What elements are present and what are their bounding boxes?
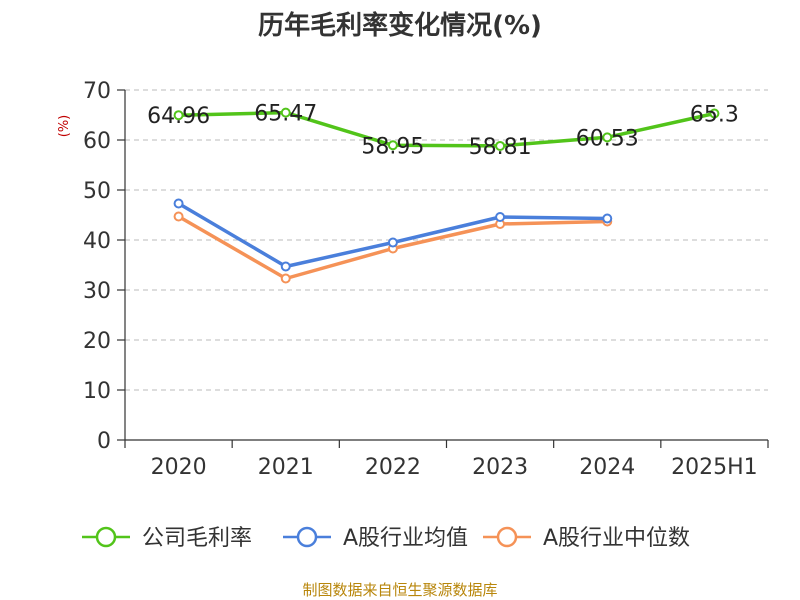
legend-marker-swatch [296,526,318,548]
series-0-point[interactable] [602,132,613,143]
legend-item-1[interactable]: A股行业均值 [283,526,468,551]
series-0-point[interactable] [495,140,506,151]
x-tick-label: 2022 [365,455,421,480]
series-0-point[interactable] [387,140,398,151]
legend-label: A股行业均值 [343,526,468,551]
grid-lines [125,89,768,391]
series-1-point[interactable] [280,261,291,272]
series-1-point[interactable] [602,213,613,224]
x-tick-label: 2020 [151,455,207,480]
legend[interactable]: 公司毛利率 A股行业均值 A股行业中位数 [82,526,690,551]
y-tick-label: 40 [83,229,111,254]
chart-title: 历年毛利率变化情况(%) [258,10,542,41]
series-0-point[interactable] [709,108,720,119]
y-tick-label: 10 [83,379,111,404]
data-label: 58.81 [469,135,532,160]
series-line-1 [176,201,610,269]
data-label: 60.53 [576,126,639,151]
legend-marker-swatch [95,526,117,548]
series-line-0 [176,110,717,148]
source-caption: 制图数据来自恒生聚源数据库 [302,581,497,599]
series-2-point[interactable] [173,211,184,222]
legend-item-0[interactable]: 公司毛利率 [82,526,252,551]
y-tick-label: 0 [97,429,111,454]
y-tick-label: 70 [83,79,111,104]
x-tick-label: 2021 [258,455,314,480]
axes: 0 10 20 30 40 50 60 70 2020 2021 2022 2023 2024 2025H… [83,79,769,480]
data-label: 65.3 [690,103,739,128]
plot-series [173,107,720,284]
series-1-point[interactable] [495,212,506,222]
series-0-point[interactable] [173,110,184,121]
y-axis-unit-label: (%) [57,115,72,138]
series-1-point[interactable] [173,198,184,209]
legend-label: A股行业中位数 [543,526,690,551]
x-tick-label: 2025H1 [671,455,758,480]
y-tick-label: 60 [83,129,111,154]
y-tick-label: 30 [83,279,111,304]
x-tick-label: 2023 [472,455,528,480]
legend-marker-swatch [496,526,518,548]
data-label: 64.96 [147,104,210,129]
data-label: 58.95 [361,134,424,159]
series-1-point[interactable] [387,237,398,248]
legend-label: 公司毛利率 [142,526,252,551]
y-tick-label: 50 [83,179,111,204]
data-label: 65.47 [254,102,317,127]
series-2-point[interactable] [280,273,291,284]
y-tick-label: 20 [83,329,111,354]
x-tick-label: 2024 [579,455,635,480]
legend-item-2[interactable]: A股行业中位数 [483,526,690,551]
data-labels: 64.96 65.47 58.95 58.81 60.53 65.3 [147,102,739,160]
series-0-point[interactable] [280,107,291,118]
